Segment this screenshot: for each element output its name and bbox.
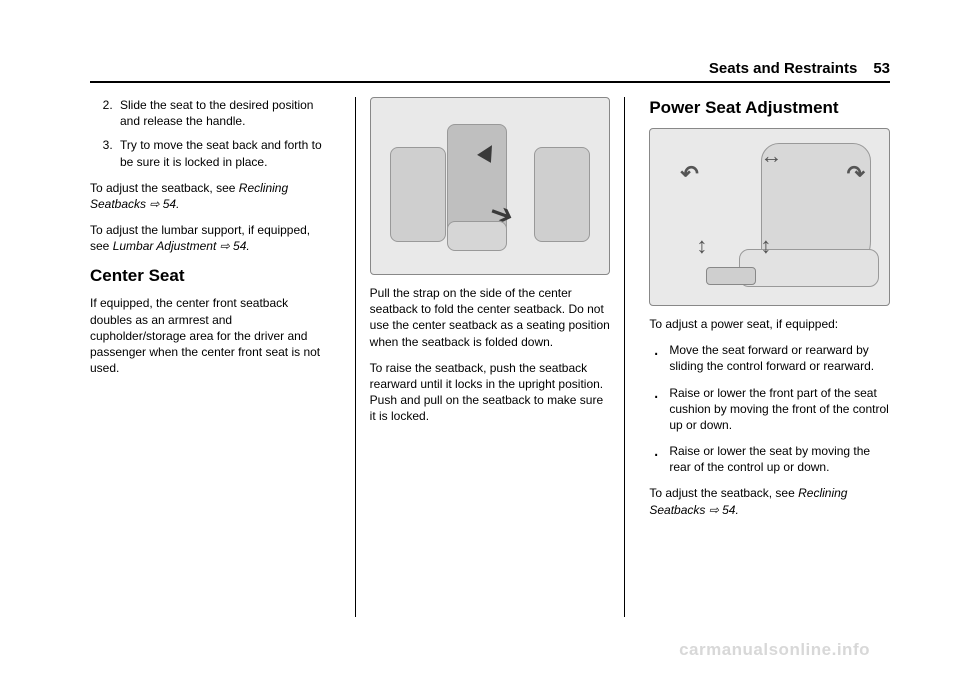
column-3: Power Seat Adjustment ↶ ↔ ↷ ↕ ↕ To adjus…	[643, 97, 890, 617]
power-seat-intro: To adjust a power seat, if equipped:	[649, 316, 890, 332]
center-seat-figure: ➔	[370, 97, 611, 275]
power-seat-list: Move the seat forward or rearward by sli…	[653, 342, 890, 475]
lumbar-ref: To adjust the lumbar support, if equippe…	[90, 222, 331, 254]
step-3: Try to move the seat back and forth to b…	[116, 137, 331, 169]
power-seat-b3: Raise or lower the seat by moving the re…	[653, 443, 890, 475]
step-2: Slide the seat to the desired position a…	[116, 97, 331, 129]
center-seat-desc: If equipped, the center front seatback d…	[90, 295, 331, 376]
column-2: ➔ Pull the strap on the side of the cent…	[355, 97, 626, 617]
page-number: 53	[873, 60, 890, 77]
seatback-ref-text: To adjust the seatback, see	[90, 181, 235, 195]
section-title: Seats and Restraints	[709, 60, 857, 77]
page-header: Seats and Restraints 53	[90, 60, 890, 83]
power-seat-b2: Raise or lower the front part of the sea…	[653, 385, 890, 434]
content-columns: Slide the seat to the desired position a…	[90, 97, 890, 617]
fold-seatback-instr: Pull the strap on the side of the center…	[370, 285, 611, 350]
power-seat-figure: ↶ ↔ ↷ ↕ ↕	[649, 128, 890, 306]
column-1: Slide the seat to the desired position a…	[90, 97, 337, 617]
raise-seatback-instr: To raise the seatback, push the seatback…	[370, 360, 611, 425]
power-seat-b1: Move the seat forward or rearward by sli…	[653, 342, 890, 374]
watermark: carmanualsonline.info	[679, 640, 870, 660]
seatback-ref: To adjust the seatback, see Reclining Se…	[90, 180, 331, 212]
lumbar-adjustment-link[interactable]: Lumbar Adjustment ⇨ 54.	[113, 239, 250, 253]
manual-page: Seats and Restraints 53 Slide the seat t…	[0, 0, 960, 678]
power-seat-heading: Power Seat Adjustment	[649, 97, 890, 120]
center-seat-heading: Center Seat	[90, 265, 331, 288]
power-seatback-ref-text: To adjust the seatback, see	[649, 486, 794, 500]
power-seatback-ref: To adjust the seatback, see Reclining Se…	[649, 485, 890, 517]
manual-adjust-steps: Slide the seat to the desired position a…	[116, 97, 331, 170]
